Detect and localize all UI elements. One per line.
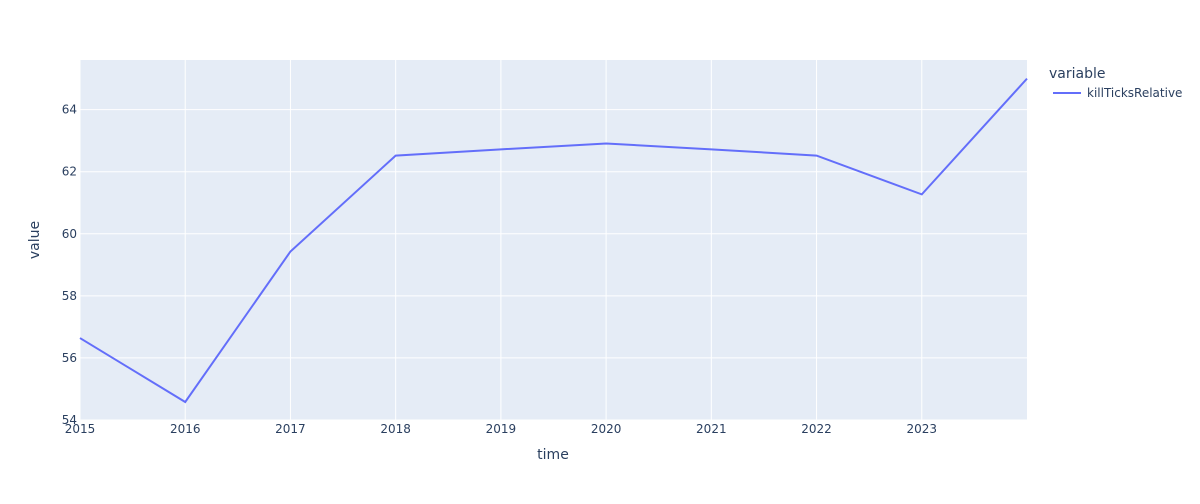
y-tick-label: 58 xyxy=(62,289,77,303)
x-axis-title: time xyxy=(537,447,569,463)
legend-title: variable xyxy=(1049,66,1105,82)
y-tick-label: 64 xyxy=(62,103,77,117)
x-tick-label: 2020 xyxy=(591,422,622,436)
plot-background xyxy=(80,60,1027,420)
x-tick-label: 2017 xyxy=(275,422,306,436)
legend-label: killTicksRelative xyxy=(1087,86,1182,100)
marks xyxy=(79,77,1028,404)
x-tick-label: 2023 xyxy=(907,422,938,436)
x-tick-label: 2015 xyxy=(65,422,96,436)
data-line xyxy=(79,77,1028,404)
x-tick-label: 2022 xyxy=(801,422,832,436)
x-tick-label: 2021 xyxy=(696,422,727,436)
y-axis-title: value xyxy=(27,221,43,259)
x-tick-label: 2019 xyxy=(486,422,517,436)
grid xyxy=(79,60,1027,421)
x-tick-label: 2016 xyxy=(170,422,201,436)
y-tick-label: 54 xyxy=(62,413,77,427)
x-tick-label: 2018 xyxy=(380,422,411,436)
y-tick-label: 62 xyxy=(62,165,77,179)
y-tick-label: 56 xyxy=(62,351,77,365)
y-tick-label: 60 xyxy=(62,227,77,241)
